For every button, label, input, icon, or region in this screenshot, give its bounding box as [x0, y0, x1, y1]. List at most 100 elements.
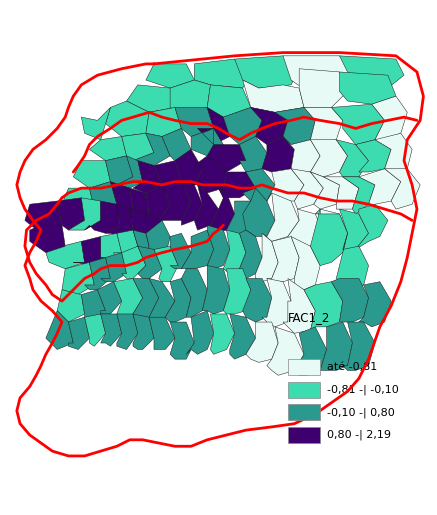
- Polygon shape: [133, 279, 159, 322]
- Polygon shape: [194, 59, 251, 88]
- Polygon shape: [165, 279, 191, 322]
- Polygon shape: [211, 314, 235, 354]
- Polygon shape: [62, 188, 94, 217]
- Polygon shape: [101, 233, 121, 262]
- Polygon shape: [133, 214, 162, 246]
- Bar: [288, 359, 320, 375]
- Polygon shape: [149, 161, 181, 193]
- Polygon shape: [359, 282, 391, 327]
- Polygon shape: [90, 136, 127, 161]
- Polygon shape: [207, 85, 251, 117]
- Polygon shape: [340, 72, 396, 104]
- Polygon shape: [323, 177, 359, 209]
- Polygon shape: [283, 279, 316, 333]
- Polygon shape: [267, 169, 304, 201]
- Polygon shape: [223, 269, 251, 314]
- Text: até -0,81: até -0,81: [326, 362, 377, 372]
- Polygon shape: [85, 201, 120, 233]
- Polygon shape: [239, 230, 262, 279]
- Polygon shape: [162, 128, 191, 161]
- Polygon shape: [235, 56, 299, 88]
- Polygon shape: [73, 161, 111, 188]
- Polygon shape: [310, 209, 347, 246]
- Polygon shape: [202, 128, 214, 145]
- Polygon shape: [138, 185, 170, 225]
- Text: -0,10 -| 0,80: -0,10 -| 0,80: [326, 407, 394, 418]
- Polygon shape: [340, 56, 404, 88]
- Polygon shape: [101, 182, 133, 217]
- Text: FAC1_2: FAC1_2: [288, 311, 330, 323]
- Polygon shape: [170, 233, 191, 269]
- Polygon shape: [117, 156, 142, 188]
- Polygon shape: [127, 188, 149, 220]
- Polygon shape: [73, 236, 106, 266]
- Polygon shape: [194, 185, 218, 230]
- Bar: [288, 404, 320, 420]
- Polygon shape: [288, 209, 323, 246]
- Polygon shape: [181, 230, 214, 269]
- Polygon shape: [138, 246, 162, 279]
- Polygon shape: [46, 242, 85, 269]
- Polygon shape: [207, 188, 235, 233]
- Bar: [288, 427, 320, 443]
- Polygon shape: [194, 156, 226, 193]
- Polygon shape: [57, 290, 85, 322]
- Polygon shape: [310, 140, 347, 177]
- Polygon shape: [336, 233, 368, 290]
- Polygon shape: [146, 108, 181, 136]
- Polygon shape: [331, 104, 385, 145]
- Polygon shape: [262, 193, 299, 242]
- Polygon shape: [262, 136, 295, 172]
- Polygon shape: [186, 311, 214, 354]
- Polygon shape: [243, 80, 304, 112]
- Polygon shape: [243, 169, 275, 201]
- Polygon shape: [175, 149, 202, 188]
- Polygon shape: [202, 266, 230, 314]
- Polygon shape: [106, 204, 133, 236]
- Polygon shape: [133, 314, 154, 350]
- Polygon shape: [343, 177, 375, 214]
- Polygon shape: [181, 269, 207, 317]
- Polygon shape: [114, 279, 142, 317]
- Polygon shape: [138, 279, 175, 322]
- Polygon shape: [121, 246, 146, 279]
- Polygon shape: [310, 172, 340, 209]
- Polygon shape: [343, 322, 375, 370]
- Polygon shape: [69, 198, 101, 230]
- Polygon shape: [127, 85, 175, 112]
- Polygon shape: [256, 233, 278, 282]
- Polygon shape: [149, 317, 175, 350]
- Polygon shape: [133, 220, 170, 266]
- Polygon shape: [291, 236, 320, 290]
- Polygon shape: [336, 140, 368, 177]
- Polygon shape: [117, 314, 138, 350]
- Polygon shape: [85, 314, 106, 346]
- Polygon shape: [375, 133, 412, 172]
- Polygon shape: [159, 182, 191, 220]
- Polygon shape: [295, 327, 326, 375]
- Polygon shape: [127, 230, 149, 266]
- Polygon shape: [81, 290, 106, 322]
- Polygon shape: [246, 322, 278, 363]
- Polygon shape: [57, 198, 85, 230]
- Bar: [288, 382, 320, 398]
- Polygon shape: [223, 230, 246, 273]
- Polygon shape: [90, 182, 117, 214]
- Polygon shape: [25, 201, 62, 233]
- Polygon shape: [170, 80, 211, 112]
- Polygon shape: [239, 136, 267, 172]
- Polygon shape: [170, 322, 194, 359]
- Polygon shape: [146, 64, 194, 88]
- Polygon shape: [223, 108, 262, 145]
- Polygon shape: [81, 108, 111, 140]
- Polygon shape: [101, 253, 127, 282]
- Polygon shape: [114, 230, 138, 262]
- Polygon shape: [304, 108, 343, 145]
- Polygon shape: [320, 322, 352, 370]
- Polygon shape: [30, 225, 65, 253]
- Polygon shape: [133, 133, 170, 165]
- Polygon shape: [310, 209, 347, 266]
- Polygon shape: [106, 156, 133, 185]
- Polygon shape: [262, 279, 291, 327]
- Polygon shape: [62, 262, 94, 295]
